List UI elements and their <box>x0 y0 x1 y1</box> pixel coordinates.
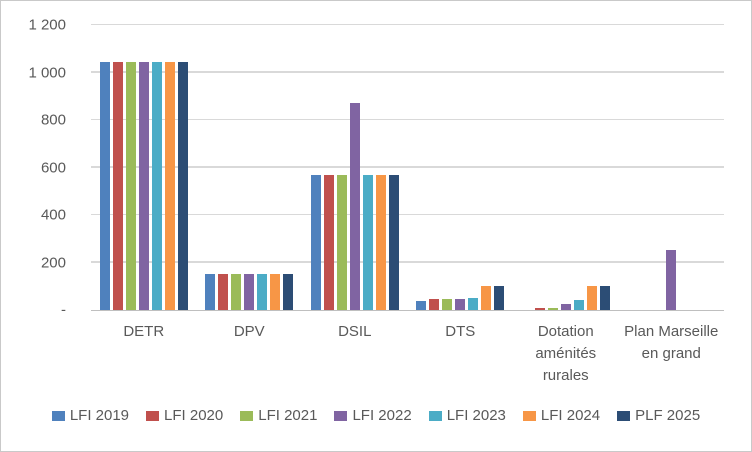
x-axis-category-label-dotation-am-nit-s-rurales: Dotation aménités rurales <box>535 323 597 384</box>
y-axis-tick-label-800: 800 <box>40 111 66 129</box>
bar-group-detr <box>91 25 197 310</box>
legend-swatch-lfi-2021 <box>240 410 254 421</box>
bar-plf-2025-detr <box>177 61 188 310</box>
bar-lfi-2020-dpv <box>218 274 229 310</box>
legend-item-lfi-2022: LFI 2022 <box>334 407 412 424</box>
gridline-600 <box>91 166 724 168</box>
bar-lfi-2022-detr <box>138 61 149 310</box>
bar-lfi-2023-dotation-am-nit-s-rurales <box>573 300 584 310</box>
bar-lfi-2023-detr <box>151 61 162 310</box>
legend-label-lfi-2023: LFI 2023 <box>446 407 506 424</box>
gridline-400 <box>91 213 724 215</box>
bar-lfi-2022-dotation-am-nit-s-rurales <box>560 304 571 310</box>
legend-item-lfi-2024: LFI 2024 <box>522 407 601 424</box>
bar-lfi-2022-dts <box>455 299 466 310</box>
legend-label-lfi-2020: LFI 2020 <box>164 407 224 424</box>
legend-item-lfi-2023: LFI 2023 <box>428 407 506 424</box>
bar-lfi-2020-dotation-am-nit-s-rurales <box>534 307 545 310</box>
legend-swatch-lfi-2020 <box>146 410 160 421</box>
legend-swatch-lfi-2022 <box>334 410 348 421</box>
bar-lfi-2020-detr <box>112 61 123 310</box>
x-axis-category-label-dpv: DPV <box>233 323 265 340</box>
bar-plf-2025-dpv <box>283 274 294 310</box>
x-axis-category-label-detr: DETR <box>123 323 165 340</box>
bar-lfi-2021-dpv <box>231 274 242 310</box>
bar-lfi-2022-dsil <box>349 102 360 310</box>
legend-item-lfi-2019: LFI 2019 <box>51 407 130 424</box>
bar-groups <box>91 25 724 310</box>
x-axis-category-label-plan-marseille-en-grand: Plan Marseille en grand <box>624 323 719 362</box>
gridline-800 <box>91 118 724 120</box>
bar-group-dts <box>408 25 514 310</box>
bar-group-dsil <box>302 25 408 310</box>
bar-lfi-2024-dsil <box>375 174 386 310</box>
bar-plf-2025-dsil <box>388 174 399 310</box>
legend-swatch-lfi-2024 <box>522 410 536 421</box>
bar-lfi-2024-detr <box>164 61 175 310</box>
bar-lfi-2023-dsil <box>362 174 373 310</box>
y-axis-tick-label-1200: 1 200 <box>28 16 66 34</box>
legend-label-lfi-2019: LFI 2019 <box>69 407 130 424</box>
bar-lfi-2021-dts <box>442 299 453 310</box>
bar-lfi-2023-dts <box>468 297 479 310</box>
bar-lfi-2024-dotation-am-nit-s-rurales <box>586 286 597 310</box>
bar-lfi-2019-dts <box>416 300 427 310</box>
y-axis-tick-label-400: 400 <box>40 206 66 224</box>
bar-group-plan-marseille-en-grand <box>619 25 725 310</box>
legend-swatch-plf-2025 <box>617 410 631 421</box>
gridline-1200 <box>91 23 724 25</box>
bar-lfi-2022-dpv <box>244 274 255 310</box>
bar-plf-2025-dts <box>494 286 505 310</box>
legend-item-lfi-2020: LFI 2020 <box>146 407 223 424</box>
x-axis: DETR DPV DSIL DTS Dotation aménités rurales P… <box>91 321 724 387</box>
bar-group-dpv <box>197 25 303 310</box>
y-axis-tick-label-600: 600 <box>40 159 66 176</box>
legend: LFI 2019 LFI 2020 LFI 2021 LFI 2022 LFI 2023… <box>1 407 751 424</box>
y-axis-tick-label-200: 200 <box>40 254 66 271</box>
legend-label-lfi-2024: LFI 2024 <box>540 407 601 424</box>
bar-plf-2025-dotation-am-nit-s-rurales <box>599 286 610 310</box>
legend-swatch-lfi-2023 <box>428 410 442 421</box>
bar-group-dotation-am-nit-s-rurales <box>513 25 619 310</box>
y-axis-tick-label-1000: 1 000 <box>28 64 66 81</box>
gridline-200 <box>91 261 724 263</box>
legend-swatch-lfi-2019 <box>51 410 65 421</box>
legend-label-plf-2025: PLF 2025 <box>635 407 701 424</box>
bar-lfi-2019-dpv <box>205 274 216 310</box>
legend-item-lfi-2021: LFI 2021 <box>240 407 317 424</box>
bar-lfi-2022-plan-marseille-en-grand <box>666 249 677 310</box>
x-axis-category-label-dts: DTS <box>445 323 476 340</box>
bar-lfi-2023-dpv <box>257 274 268 310</box>
bar-lfi-2021-detr <box>125 61 136 310</box>
bar-lfi-2020-dsil <box>323 174 334 310</box>
gridline-1000 <box>91 71 724 73</box>
bar-lfi-2019-dsil <box>310 174 321 310</box>
bar-lfi-2024-dts <box>481 286 492 310</box>
legend-label-lfi-2022: LFI 2022 <box>352 407 412 424</box>
bar-lfi-2021-dotation-am-nit-s-rurales <box>547 307 558 310</box>
x-axis-category-label-dsil: DSIL <box>338 323 372 340</box>
y-axis: - 200 400 600 800 1 000 1 200 <box>1 17 81 319</box>
legend-label-lfi-2021: LFI 2021 <box>258 407 318 424</box>
y-axis-tick-label-0: - <box>61 301 66 319</box>
bar-lfi-2020-dts <box>429 299 440 310</box>
legend-item-plf-2025: PLF 2025 <box>617 407 700 424</box>
plot-area <box>91 23 724 311</box>
bar-lfi-2021-dsil <box>336 174 347 310</box>
bar-lfi-2024-dpv <box>270 274 281 310</box>
bar-lfi-2019-detr <box>99 61 110 310</box>
